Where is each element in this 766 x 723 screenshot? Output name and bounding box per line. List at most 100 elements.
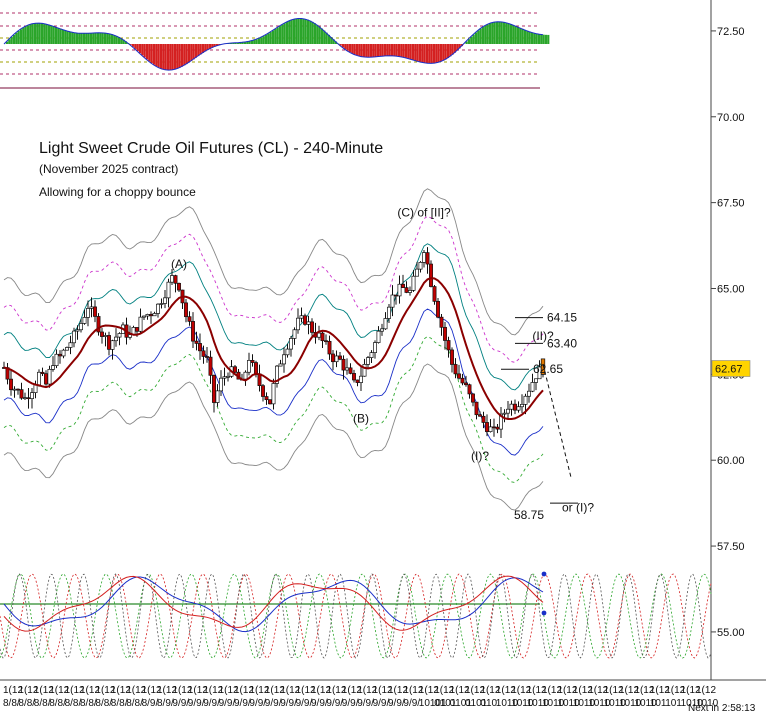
oscillator-bar — [83, 33, 85, 44]
candle — [48, 369, 51, 384]
oscillator-bar — [179, 44, 181, 68]
candle — [72, 331, 75, 343]
oscillator-bar — [412, 44, 414, 60]
candle — [419, 262, 422, 269]
candle — [86, 308, 89, 317]
oscillator-bar — [279, 26, 281, 44]
candle — [377, 331, 380, 342]
chart-subtitle: (November 2025 contract) — [39, 162, 178, 176]
oscillator-bar — [274, 29, 276, 44]
oscillator-bar — [60, 29, 62, 44]
oscillator-bar — [11, 37, 13, 44]
oscillator-bar — [298, 18, 300, 44]
oscillator-bar — [137, 44, 139, 51]
oscillator-bar — [321, 29, 323, 44]
candle — [198, 343, 201, 350]
candle — [90, 307, 93, 309]
oscillator-bar — [67, 31, 69, 44]
oscillator-bar — [27, 25, 29, 44]
last-price-label: 62.67 — [715, 364, 743, 376]
candle — [468, 385, 471, 394]
candle — [408, 290, 411, 292]
oscillator-bar — [39, 23, 41, 44]
oscillator-bar — [405, 44, 407, 58]
candle — [345, 368, 348, 370]
candle — [62, 350, 65, 356]
oscillator-bar — [314, 23, 316, 44]
candle — [219, 378, 222, 391]
oscillator-bar — [435, 44, 437, 63]
candle — [478, 415, 481, 417]
oscillator-bar — [186, 44, 188, 64]
oscillator-bar — [181, 44, 183, 67]
candle — [146, 314, 149, 316]
oscillator-bar — [419, 44, 421, 62]
candle — [286, 349, 289, 355]
oscillator-bar — [316, 25, 318, 44]
oscillator-bar — [284, 23, 286, 44]
candle — [324, 341, 327, 342]
oscillator-bar — [368, 44, 370, 57]
oscillator-bar — [188, 44, 190, 63]
candle — [422, 253, 425, 263]
candle — [160, 303, 163, 304]
oscillator-bar — [78, 33, 80, 44]
oscillator-bar — [97, 33, 99, 44]
candle — [405, 288, 408, 293]
x-tick-label: 9/9/ — [357, 698, 374, 709]
oscillator-bar — [400, 44, 402, 57]
candle — [44, 374, 47, 384]
candle — [433, 287, 436, 302]
candle — [489, 427, 492, 432]
oscillator-bar — [438, 44, 440, 62]
candle — [307, 322, 310, 325]
candle — [93, 307, 96, 317]
candle — [510, 404, 513, 409]
oscillator-bar — [25, 26, 27, 44]
oscillator-bar — [515, 26, 517, 44]
candle — [349, 368, 352, 374]
candle — [363, 364, 366, 376]
candle — [188, 317, 191, 322]
candle — [440, 317, 443, 327]
candle — [272, 383, 275, 403]
x-tick-label: 9/9/ — [203, 698, 220, 709]
oscillator-bar — [153, 44, 155, 65]
oscillator-bar — [29, 24, 31, 44]
wave-label: (C) of [II]? — [397, 205, 451, 219]
oscillator-bar — [522, 29, 524, 44]
x-tick-label: 9/9/ — [342, 698, 359, 709]
candle — [216, 391, 219, 403]
oscillator-bar — [305, 19, 307, 44]
oscillator-bar — [386, 44, 388, 56]
oscillator-bar — [300, 18, 302, 44]
oscillator-bar — [81, 33, 83, 44]
candle — [30, 393, 33, 399]
candle — [128, 335, 131, 338]
oscillator-bar — [111, 34, 113, 44]
candle — [485, 422, 488, 431]
candle — [254, 363, 257, 374]
target-level-label: 64.15 — [547, 311, 577, 325]
candle — [492, 427, 495, 428]
oscillator-bar — [36, 23, 38, 44]
wave-label: (A) — [171, 257, 187, 271]
target-level-label: 62.65 — [533, 362, 563, 376]
candle — [447, 340, 450, 349]
candle — [167, 282, 170, 298]
oscillator-bar — [475, 32, 477, 44]
oscillator-bar — [519, 28, 521, 44]
oscillator-bar — [312, 22, 314, 44]
oscillator-bar — [20, 29, 22, 44]
wave-label: or (I)? — [562, 501, 594, 515]
oscillator-bar — [32, 24, 34, 44]
oscillator-bar — [347, 44, 349, 51]
candle — [506, 409, 509, 413]
candle — [524, 396, 527, 404]
oscillator-bar — [15, 33, 17, 44]
oscillator-bar — [484, 26, 486, 44]
x-tick-label: 9/9/ — [280, 698, 297, 709]
oscillator-bar — [253, 40, 255, 44]
candle — [37, 372, 40, 385]
candle — [268, 400, 271, 404]
